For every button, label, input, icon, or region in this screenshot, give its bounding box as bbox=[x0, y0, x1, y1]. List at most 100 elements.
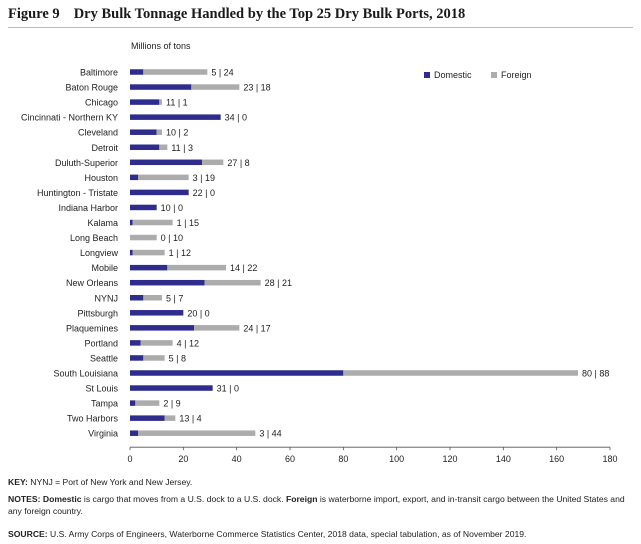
category-label: Detroit bbox=[91, 143, 118, 153]
bar-foreign bbox=[204, 279, 261, 286]
legend-swatch-domestic bbox=[424, 72, 430, 78]
bar-domestic bbox=[130, 189, 189, 196]
data-label: 14 | 22 bbox=[230, 263, 257, 273]
bar-foreign bbox=[167, 264, 226, 271]
data-label: 34 | 0 bbox=[225, 113, 247, 123]
x-tick-label: 180 bbox=[602, 454, 617, 464]
notes-label: NOTES: bbox=[8, 494, 41, 504]
bar-foreign bbox=[202, 159, 224, 166]
data-label: 5 | 7 bbox=[166, 293, 183, 303]
bar-domestic bbox=[130, 204, 157, 211]
bar-foreign bbox=[138, 430, 256, 436]
data-label: 10 | 2 bbox=[166, 128, 188, 138]
bar-foreign bbox=[164, 415, 176, 421]
x-tick-label: 100 bbox=[389, 454, 404, 464]
bar-domestic bbox=[130, 295, 144, 301]
category-label: Kalama bbox=[87, 218, 118, 228]
category-label: Long Beach bbox=[70, 233, 118, 243]
data-label: 80 | 88 bbox=[582, 369, 609, 379]
source-note: SOURCE: U.S. Army Corps of Engineers, Wa… bbox=[8, 528, 628, 540]
bar-domestic bbox=[130, 129, 157, 135]
bar-domestic bbox=[130, 415, 165, 421]
category-label: Pittsburgh bbox=[77, 308, 118, 318]
bar-domestic bbox=[130, 159, 202, 166]
category-label: NYNJ bbox=[94, 293, 118, 303]
bar-foreign bbox=[194, 325, 240, 331]
data-label: 28 | 21 bbox=[265, 278, 292, 288]
bar-foreign bbox=[143, 355, 165, 361]
bar-domestic bbox=[130, 69, 144, 75]
data-label: 10 | 0 bbox=[161, 203, 183, 213]
unit-label: Millions of tons bbox=[131, 41, 191, 51]
key-note: KEY: NYNJ = Port of New York and New Jer… bbox=[8, 476, 628, 488]
data-label: 31 | 0 bbox=[217, 384, 239, 394]
bar-domestic bbox=[130, 370, 344, 376]
x-tick-label: 160 bbox=[549, 454, 564, 464]
category-label: Cincinnati - Northern KY bbox=[21, 113, 118, 123]
x-tick-label: 60 bbox=[285, 454, 295, 464]
data-label: 5 | 8 bbox=[169, 353, 186, 363]
category-label: Cleveland bbox=[78, 128, 118, 138]
key-text: NYNJ = Port of New York and New Jersey. bbox=[27, 477, 193, 487]
data-label: 5 | 24 bbox=[211, 68, 233, 78]
notes-block: NOTES: Domestic is cargo that moves from… bbox=[8, 493, 628, 517]
bar-foreign bbox=[135, 400, 160, 406]
x-tick-label: 140 bbox=[496, 454, 511, 464]
category-label: Tampa bbox=[91, 399, 118, 409]
data-label: 24 | 17 bbox=[243, 323, 270, 333]
bar-foreign bbox=[130, 234, 157, 241]
bar-foreign bbox=[143, 295, 162, 301]
bar-domestic bbox=[130, 144, 160, 150]
data-label: 4 | 12 bbox=[177, 338, 199, 348]
bar-chart: Millions of tons Baltimore 5 | 24 Baton Rou… bbox=[21, 41, 618, 464]
foreign-term: Foreign bbox=[285, 494, 318, 504]
x-tick-label: 20 bbox=[178, 454, 188, 464]
bar-foreign bbox=[343, 370, 578, 376]
category-label: South Louisiana bbox=[53, 369, 118, 379]
data-label: 3 | 44 bbox=[259, 429, 281, 439]
category-label: Portland bbox=[84, 338, 118, 348]
category-label: Indiana Harbor bbox=[58, 203, 118, 213]
data-label: 1 | 12 bbox=[169, 248, 191, 258]
bar-foreign bbox=[159, 99, 162, 105]
x-tick-label: 120 bbox=[442, 454, 457, 464]
data-label: 2 | 9 bbox=[163, 399, 180, 409]
bar-domestic bbox=[130, 84, 192, 90]
legend-label-foreign: Foreign bbox=[501, 70, 532, 80]
bar-domestic bbox=[130, 325, 194, 331]
figure-number: Figure 9 bbox=[8, 6, 60, 22]
bar-domestic bbox=[130, 279, 205, 286]
bar-foreign bbox=[159, 144, 168, 150]
category-label: Huntington - Tristate bbox=[37, 188, 118, 198]
bar-domestic bbox=[130, 430, 138, 436]
bar-foreign bbox=[138, 174, 189, 181]
bar-domestic bbox=[130, 310, 184, 316]
bar-domestic bbox=[130, 385, 213, 391]
bar-foreign bbox=[140, 340, 173, 346]
bar-domestic bbox=[130, 174, 138, 181]
domestic-definition: is cargo that moves from a U.S. dock to … bbox=[81, 494, 286, 504]
bar-domestic bbox=[130, 264, 168, 271]
bar-domestic bbox=[130, 355, 144, 361]
bar-foreign bbox=[191, 84, 240, 90]
legend-label-domestic: Domestic bbox=[434, 70, 472, 80]
title-divider bbox=[8, 27, 633, 28]
category-label: Plaquemines bbox=[66, 323, 119, 333]
source-text: U.S. Army Corps of Engineers, Waterborne… bbox=[47, 529, 527, 539]
key-label: KEY: bbox=[8, 477, 28, 487]
category-label: Duluth-Superior bbox=[55, 158, 118, 168]
category-label: St Louis bbox=[85, 384, 118, 394]
bar-domestic bbox=[130, 99, 160, 105]
category-label: Seattle bbox=[90, 353, 118, 363]
data-label: 11 | 3 bbox=[171, 143, 193, 153]
category-label: Baltimore bbox=[80, 68, 118, 78]
domestic-term: Domestic bbox=[42, 494, 82, 504]
x-tick-label: 40 bbox=[232, 454, 242, 464]
category-label: New Orleans bbox=[66, 278, 119, 288]
data-label: 11 | 1 bbox=[166, 98, 188, 108]
data-label: 27 | 8 bbox=[227, 158, 249, 168]
category-label: Virginia bbox=[88, 429, 118, 439]
category-label: Mobile bbox=[91, 263, 118, 273]
data-label: 3 | 19 bbox=[193, 173, 215, 183]
bar-domestic bbox=[130, 340, 141, 346]
